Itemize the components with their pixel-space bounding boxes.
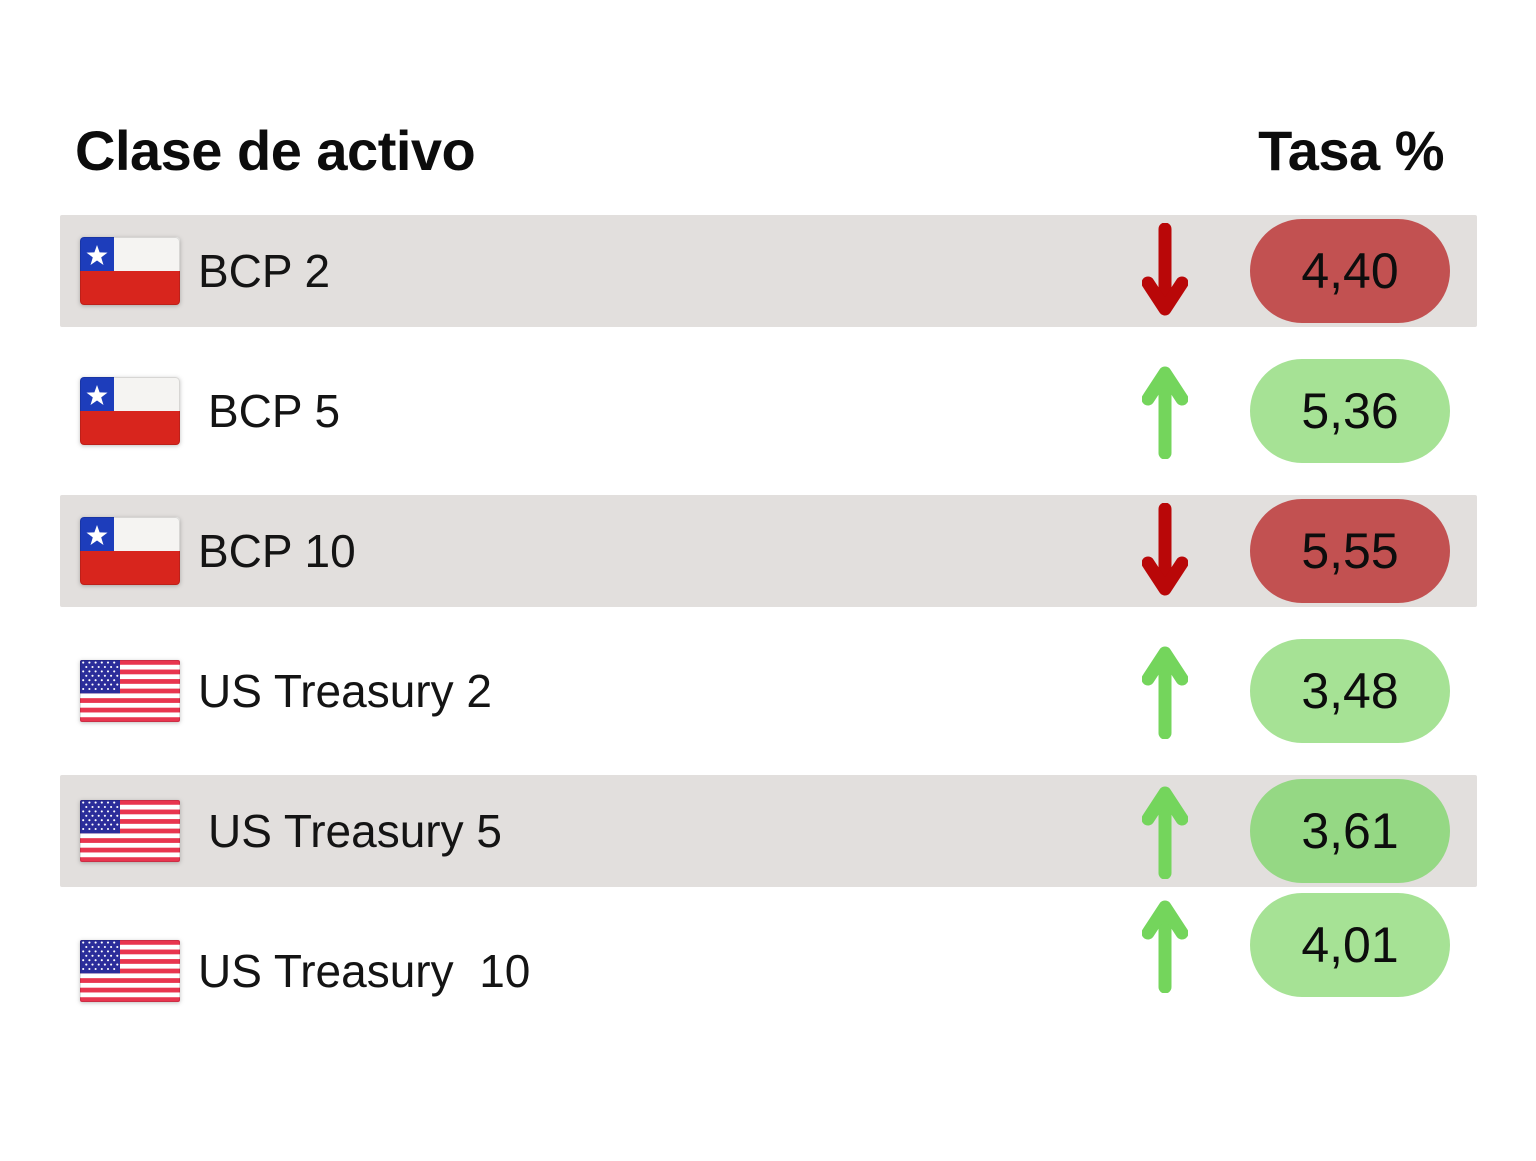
- rates-table-body: BCP 2 4,40 BCP 5 5,36 BCP 10 5,55: [60, 215, 1477, 1027]
- table-row: US Treasury 5 3,61: [60, 775, 1477, 887]
- arrow-down-icon: [1142, 223, 1188, 319]
- rate-pill: 3,61: [1250, 779, 1450, 883]
- rate-pill: 4,40: [1250, 219, 1450, 323]
- arrow-up-icon: [1142, 643, 1188, 739]
- table-row: BCP 2 4,40: [60, 215, 1477, 327]
- rate-value-group: 3,61: [1142, 779, 1450, 883]
- rate-header: Tasa %: [1258, 119, 1444, 182]
- table-row: BCP 5 5,36: [60, 355, 1477, 467]
- rate-pill: 5,36: [1250, 359, 1450, 463]
- table-header: Clase de activo Tasa %: [60, 118, 1477, 183]
- arrow-up-icon: [1142, 897, 1188, 993]
- rate-pill: 4,01: [1250, 893, 1450, 997]
- rate-value: 4,40: [1301, 243, 1399, 299]
- chile-flag-icon: [80, 377, 180, 445]
- asset-label: BCP 2: [198, 245, 331, 297]
- asset-label: US Treasury 10: [198, 945, 531, 997]
- asset-class-header: Clase de activo: [75, 119, 476, 182]
- rate-value-group: 4,01: [1142, 893, 1450, 997]
- rate-pill: 3,48: [1250, 639, 1450, 743]
- arrow-up-icon: [1142, 363, 1188, 459]
- rate-value: 4,01: [1301, 917, 1399, 973]
- us-flag-icon: [80, 800, 180, 862]
- asset-label: BCP 10: [198, 525, 356, 577]
- chile-flag-icon: [80, 517, 180, 585]
- rate-value: 3,61: [1301, 803, 1399, 859]
- rate-value-group: 5,36: [1142, 359, 1450, 463]
- asset-label: US Treasury 5: [208, 805, 502, 857]
- us-flag-icon: [80, 940, 180, 1002]
- arrow-up-icon: [1142, 783, 1188, 879]
- table-row: US Treasury 2 3,48: [60, 635, 1477, 747]
- table-row: US Treasury 10 4,01: [60, 893, 1477, 1027]
- rate-value: 5,55: [1301, 523, 1399, 579]
- rate-value-group: 3,48: [1142, 639, 1450, 743]
- rate-value: 5,36: [1301, 383, 1399, 439]
- arrow-down-icon: [1142, 503, 1188, 599]
- rate-value-group: 4,40: [1142, 219, 1450, 323]
- rate-value: 3,48: [1301, 663, 1399, 719]
- rate-pill: 5,55: [1250, 499, 1450, 603]
- us-flag-icon: [80, 660, 180, 722]
- chile-flag-icon: [80, 237, 180, 305]
- asset-label: US Treasury 2: [198, 665, 492, 717]
- table-row: BCP 10 5,55: [60, 495, 1477, 607]
- asset-label: BCP 5: [208, 385, 341, 437]
- rate-value-group: 5,55: [1142, 499, 1450, 603]
